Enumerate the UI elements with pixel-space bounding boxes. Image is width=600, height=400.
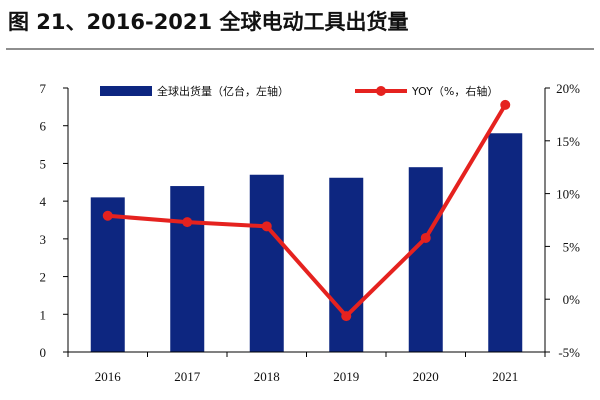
yoy-point-2019 bbox=[341, 311, 352, 322]
yoy-point-2021 bbox=[500, 99, 511, 110]
y-left-tick-label: 1 bbox=[40, 307, 47, 322]
bar-2021 bbox=[488, 133, 523, 352]
y-left-tick-label: 0 bbox=[40, 345, 47, 360]
y-right-tick-label: 5% bbox=[563, 239, 581, 254]
yoy-line bbox=[107, 103, 507, 319]
x-tick-label: 2016 bbox=[95, 369, 122, 384]
bar-2019 bbox=[329, 177, 364, 352]
legend-line-label: YOY（%，右轴） bbox=[411, 84, 498, 98]
y-left-tick-label: 6 bbox=[40, 119, 47, 134]
chart-title: 图 21、2016-2021 全球电动工具出货量 bbox=[8, 10, 409, 34]
x-tick-label: 2018 bbox=[254, 369, 280, 384]
bar-2016 bbox=[90, 197, 125, 352]
y-left-tick-label: 2 bbox=[40, 270, 47, 285]
y-left-tick-label: 5 bbox=[40, 156, 47, 171]
legend-line-marker bbox=[376, 86, 386, 96]
y-left-tick-label: 7 bbox=[40, 81, 47, 96]
legend-bar-swatch bbox=[100, 86, 152, 96]
title-divider bbox=[6, 48, 594, 50]
yoy-point-2018 bbox=[261, 221, 272, 232]
y-right-tick-label: 0% bbox=[563, 292, 581, 307]
y-right-tick-label: 15% bbox=[556, 134, 580, 149]
yoy-point-2020 bbox=[420, 232, 431, 243]
x-tick-label: 2020 bbox=[413, 369, 439, 384]
y-left-tick-label: 4 bbox=[40, 194, 47, 209]
x-tick-label: 2017 bbox=[174, 369, 201, 384]
y-right-tick-label: 10% bbox=[556, 187, 580, 202]
x-tick-label: 2019 bbox=[333, 369, 359, 384]
yoy-point-2017 bbox=[182, 217, 193, 228]
y-right-tick-label: 20% bbox=[556, 81, 580, 96]
y-right-tick-label: -5% bbox=[558, 345, 580, 360]
bar-2018 bbox=[249, 174, 284, 352]
x-tick-label: 2021 bbox=[492, 369, 518, 384]
bar-2020 bbox=[408, 167, 443, 352]
y-left-tick-label: 3 bbox=[40, 232, 47, 247]
bar-2017 bbox=[170, 186, 205, 352]
legend-bar-label: 全球出货量（亿台，左轴） bbox=[157, 84, 289, 98]
yoy-point-2016 bbox=[102, 210, 113, 221]
